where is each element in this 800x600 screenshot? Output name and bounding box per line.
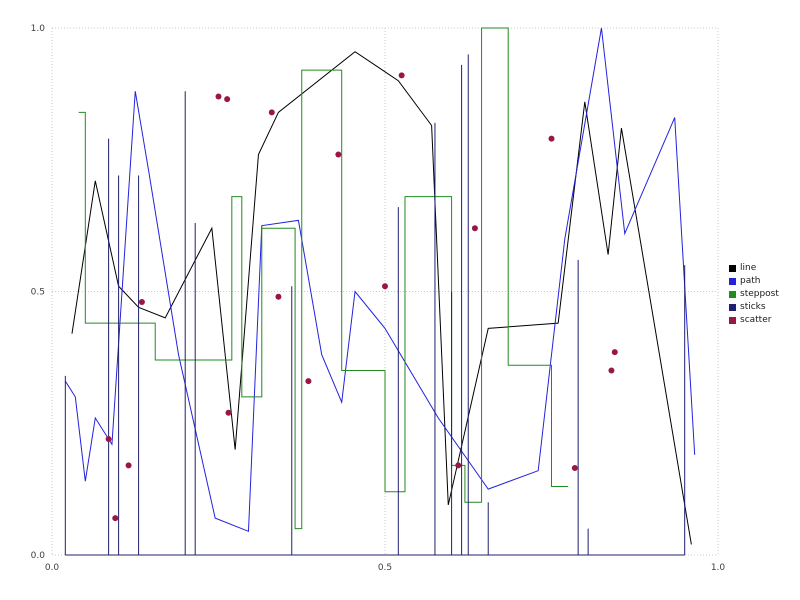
steppost-path [78,27,569,530]
scatter-point [571,465,578,472]
x-tick-label: 1.0 [711,563,726,573]
path-polyline [64,27,696,533]
legend-label: line [740,263,757,273]
scatter-point [455,462,462,469]
scatter-point [112,515,119,522]
scatter-point [398,72,405,79]
chart-legend: line path steppost sticks scatter [729,262,779,326]
legend-swatch-line [729,264,736,272]
y-tick-label: 0.0 [31,551,46,561]
scatter-point [305,378,312,385]
scatter-point [335,151,342,158]
legend-item-line: line [729,262,779,274]
legend-item-steppost: steppost [729,288,779,300]
legend-swatch-path [729,277,736,285]
scatter-point [105,436,112,443]
x-tick-label: 0.0 [45,563,60,573]
legend-item-scatter: scatter [729,314,779,326]
legend-swatch-sticks [729,303,736,311]
y-tick-label: 0.5 [31,288,45,298]
scatter-point [611,349,618,356]
scatter-point [224,96,231,103]
legend-item-sticks: sticks [729,301,779,313]
y-tick-label: 1.0 [31,24,46,34]
legend-swatch-steppost [729,290,736,298]
scatter-point [471,225,478,232]
scatter-point [548,135,555,142]
legend-label: steppost [740,289,779,299]
scatter-point [125,462,132,469]
x-tick-label: 0.5 [378,563,392,573]
scatter-point [275,293,282,300]
legend-swatch-scatter [729,316,736,324]
legend-label: sticks [740,302,766,312]
legend-label: scatter [740,315,772,325]
legend-label: path [740,276,761,286]
scatter-point [225,409,232,416]
line-polyline [71,51,692,545]
legend-item-path: path [729,275,779,287]
scatter-point [268,109,275,116]
scatter-point [215,93,222,100]
scatter-point [382,283,388,290]
scatter-point [608,367,615,374]
scatter-point [138,299,145,306]
